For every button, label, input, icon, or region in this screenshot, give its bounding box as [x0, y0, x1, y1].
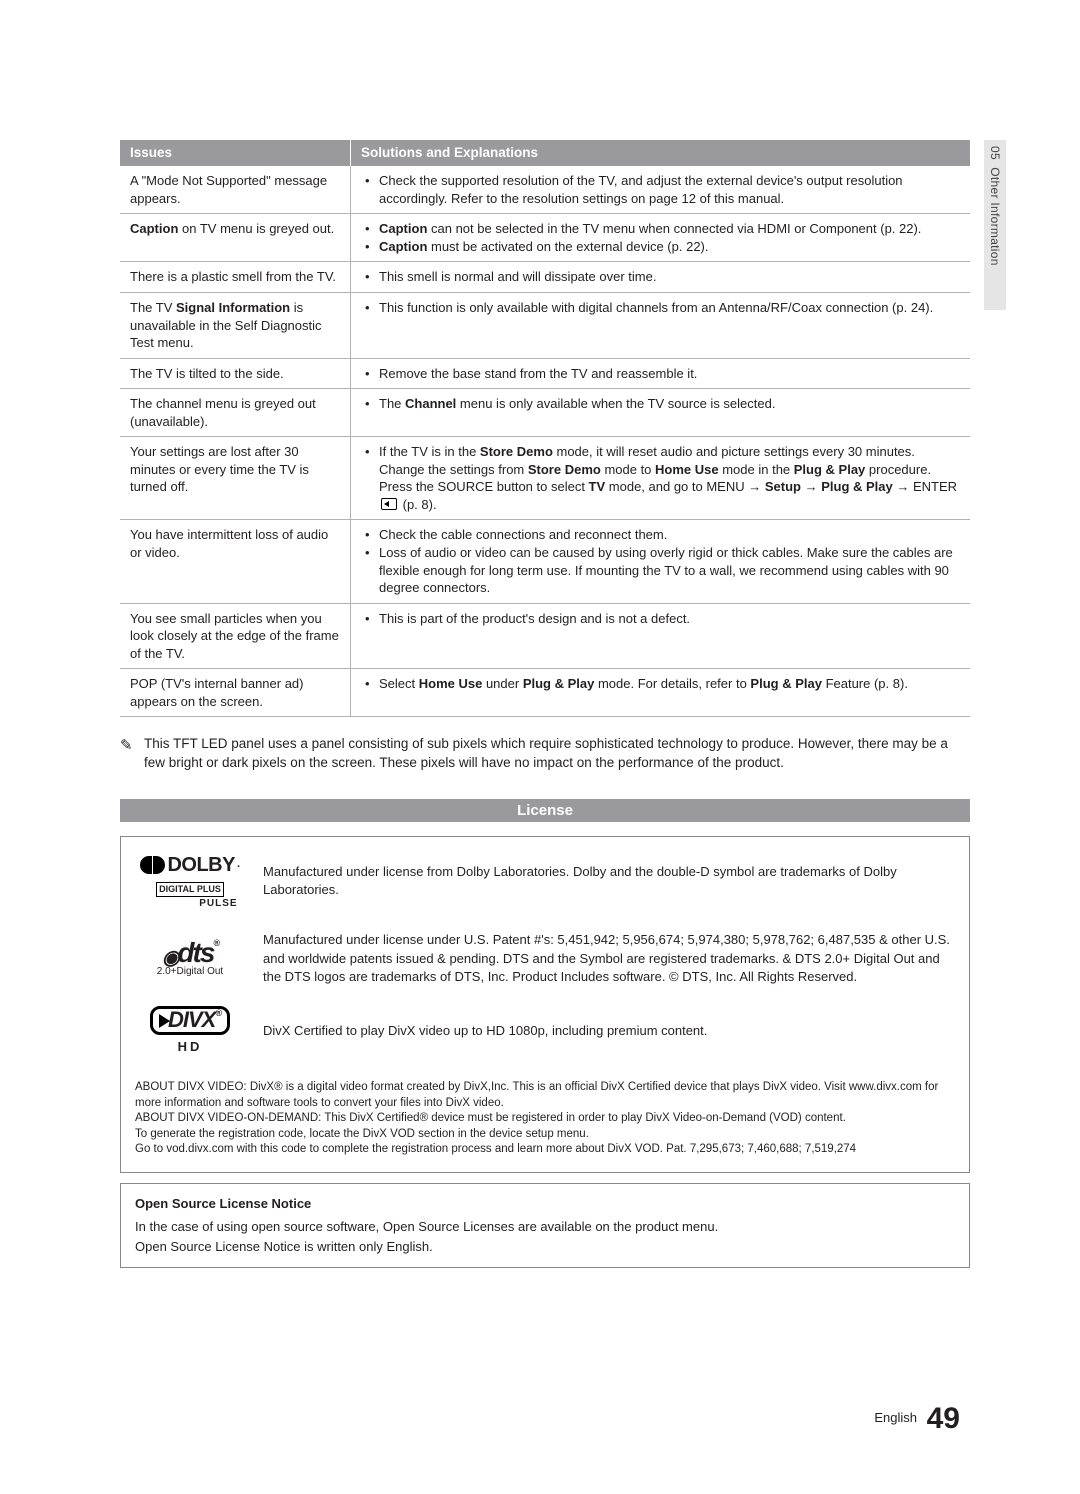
- issue-cell: The channel menu is greyed out (unavaila…: [120, 389, 351, 437]
- table-row: The TV is tilted to the side.Remove the …: [120, 358, 970, 389]
- issue-cell: POP (TV's internal banner ad) appears on…: [120, 669, 351, 717]
- license-box: DOLBY. DIGITAL PLUS PULSE Manufactured u…: [120, 836, 970, 1173]
- page-footer: English 49: [874, 1402, 960, 1436]
- page: 05 Other Information Issues Solutions an…: [0, 0, 1080, 1494]
- dolby-d-icon: [140, 856, 165, 874]
- about-line2: ABOUT DIVX VIDEO-ON-DEMAND: This DivX Ce…: [135, 1111, 955, 1127]
- solution-cell: Check the supported resolution of the TV…: [351, 166, 971, 214]
- oss-line2: Open Source License Notice is written on…: [135, 1237, 955, 1257]
- chapter-title: Other Information: [988, 167, 1002, 265]
- solution-cell: This smell is normal and will dissipate …: [351, 262, 971, 293]
- tft-note: ✎ This TFT LED panel uses a panel consis…: [120, 735, 970, 773]
- issue-cell: Your settings are lost after 30 minutes …: [120, 437, 351, 520]
- chapter-number: 05: [988, 146, 1002, 160]
- side-tab: 05 Other Information: [984, 140, 1006, 310]
- solution-cell: Remove the base stand from the TV and re…: [351, 358, 971, 389]
- oss-line1: In the case of using open source softwar…: [135, 1217, 955, 1237]
- divx-about: ABOUT DIVX VIDEO: DivX® is a digital vid…: [121, 1070, 969, 1172]
- dolby-logo: DOLBY. DIGITAL PLUS PULSE: [135, 851, 245, 911]
- table-row: A "Mode Not Supported" message appears.C…: [120, 166, 970, 214]
- table-row: Your settings are lost after 30 minutes …: [120, 437, 970, 520]
- col-issues-header: Issues: [120, 140, 351, 166]
- footer-lang: English: [874, 1410, 917, 1425]
- side-tab-text: 05 Other Information: [988, 146, 1002, 266]
- issue-cell: Caption on TV menu is greyed out.: [120, 214, 351, 262]
- about-line1: ABOUT DIVX VIDEO: DivX® is a digital vid…: [135, 1080, 955, 1111]
- solution-cell: Caption can not be selected in the TV me…: [351, 214, 971, 262]
- solution-cell: This is part of the product's design and…: [351, 603, 971, 669]
- note-icon: ✎: [120, 735, 144, 773]
- issue-cell: You see small particles when you look cl…: [120, 603, 351, 669]
- table-row: The channel menu is greyed out (unavaila…: [120, 389, 970, 437]
- about-line4: Go to vod.divx.com with this code to com…: [135, 1142, 955, 1158]
- divx-sub: HD: [150, 1038, 230, 1056]
- open-source-box: Open Source License Notice In the case o…: [120, 1183, 970, 1268]
- table-row: You have intermittent loss of audio or v…: [120, 520, 970, 603]
- about-line3: To generate the registration code, locat…: [135, 1127, 955, 1143]
- dolby-brand: DOLBY: [167, 851, 235, 879]
- dts-brand: dts: [177, 937, 213, 968]
- issue-cell: The TV Signal Information is unavailable…: [120, 292, 351, 358]
- solution-cell: This function is only available with dig…: [351, 292, 971, 358]
- divx-brand: DIVX: [168, 1007, 215, 1032]
- dolby-sub1: DIGITAL PLUS: [156, 882, 224, 897]
- divx-logo: DIVX® HD: [135, 1006, 245, 1056]
- issue-cell: You have intermittent loss of audio or v…: [120, 520, 351, 603]
- table-row: The TV Signal Information is unavailable…: [120, 292, 970, 358]
- divx-text: DivX Certified to play DivX video up to …: [263, 1022, 955, 1040]
- issue-cell: A "Mode Not Supported" message appears.: [120, 166, 351, 214]
- table-row: Caption on TV menu is greyed out.Caption…: [120, 214, 970, 262]
- divx-row: DIVX® HD DivX Certified to play DivX vid…: [121, 1000, 969, 1070]
- table-row: There is a plastic smell from the TV.Thi…: [120, 262, 970, 293]
- dts-text: Manufactured under license under U.S. Pa…: [263, 931, 955, 986]
- dts-arc-icon: ◉: [162, 948, 177, 968]
- col-solutions-header: Solutions and Explanations: [351, 140, 971, 166]
- license-bar: License: [120, 799, 970, 822]
- table-row: You see small particles when you look cl…: [120, 603, 970, 669]
- dts-logo: ◉dts® 2.0+Digital Out: [135, 939, 245, 979]
- note-text: This TFT LED panel uses a panel consisti…: [144, 735, 970, 773]
- solution-cell: Select Home Use under Plug & Play mode. …: [351, 669, 971, 717]
- footer-page: 49: [927, 1402, 960, 1435]
- issue-cell: There is a plastic smell from the TV.: [120, 262, 351, 293]
- enter-icon: [381, 498, 397, 510]
- dolby-text: Manufactured under license from Dolby La…: [263, 863, 955, 899]
- troubleshooting-table: Issues Solutions and Explanations A "Mod…: [120, 140, 970, 717]
- oss-title: Open Source License Notice: [135, 1194, 955, 1214]
- dolby-sub2: PULSE: [140, 897, 239, 911]
- dolby-row: DOLBY. DIGITAL PLUS PULSE Manufactured u…: [121, 837, 969, 925]
- dts-row: ◉dts® 2.0+Digital Out Manufactured under…: [121, 925, 969, 1000]
- table-row: POP (TV's internal banner ad) appears on…: [120, 669, 970, 717]
- solution-cell: Check the cable connections and reconnec…: [351, 520, 971, 603]
- issue-cell: The TV is tilted to the side.: [120, 358, 351, 389]
- solution-cell: The Channel menu is only available when …: [351, 389, 971, 437]
- solution-cell: If the TV is in the Store Demo mode, it …: [351, 437, 971, 520]
